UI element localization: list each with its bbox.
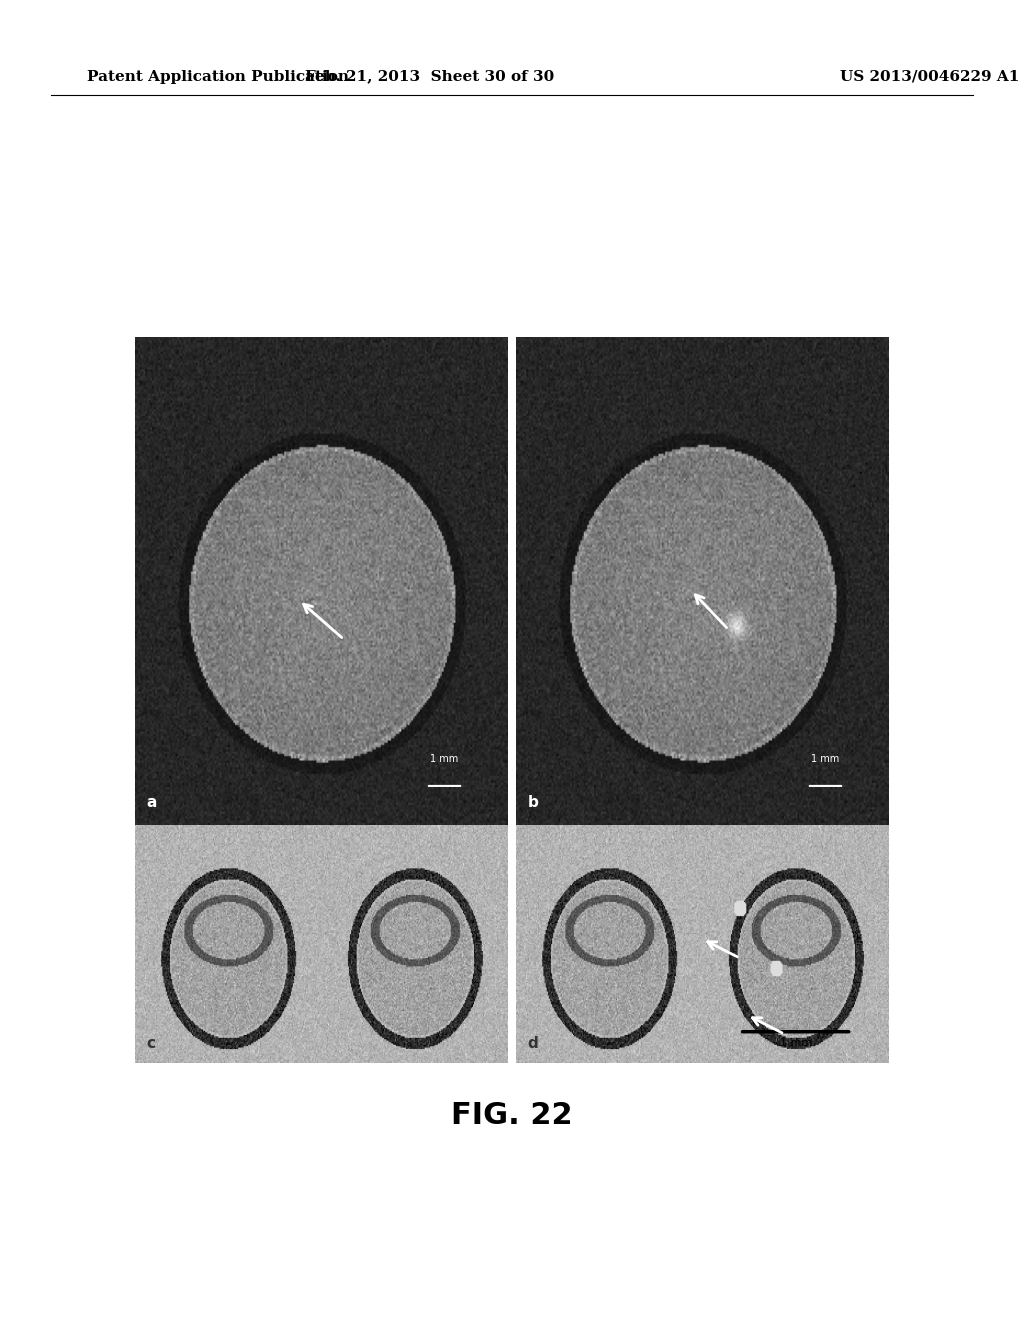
Text: US 2013/0046229 A1: US 2013/0046229 A1 [840, 70, 1019, 83]
Text: 1 mm: 1 mm [811, 754, 840, 763]
Text: b: b [527, 796, 539, 810]
Text: FIG. 22: FIG. 22 [452, 1101, 572, 1130]
Text: 1 mm: 1 mm [779, 1038, 812, 1048]
Text: 1 mm: 1 mm [430, 754, 459, 763]
Text: Patent Application Publication: Patent Application Publication [87, 70, 349, 83]
Text: Feb. 21, 2013  Sheet 30 of 30: Feb. 21, 2013 Sheet 30 of 30 [305, 70, 555, 83]
Text: c: c [146, 1036, 156, 1051]
Text: a: a [146, 796, 157, 810]
Text: d: d [527, 1036, 538, 1051]
